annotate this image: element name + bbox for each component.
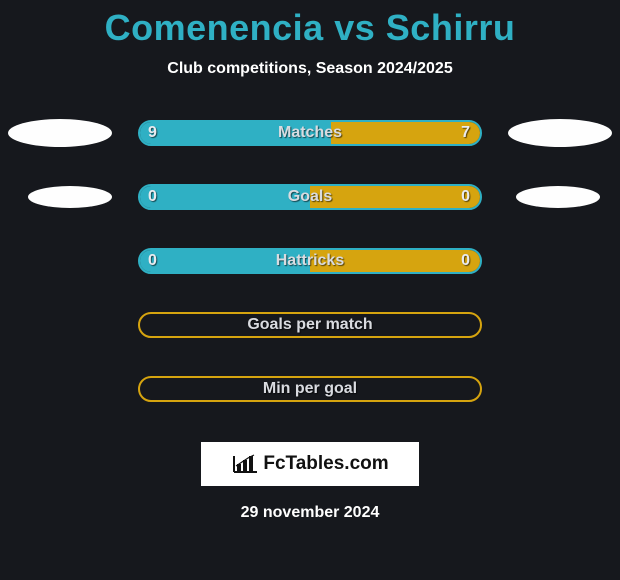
brand-box[interactable]: FcTables.com <box>201 442 419 486</box>
page-root: Comenencia vs Schirru Club competitions,… <box>0 0 620 580</box>
stat-row: Goals00 <box>0 184 620 230</box>
stat-value-left: 0 <box>148 184 157 210</box>
comparison-rows: Matches97Goals00Hattricks00Goals per mat… <box>0 120 620 422</box>
title-vs: vs <box>334 7 375 48</box>
stat-bar <box>138 248 482 274</box>
bar-fill-left <box>140 250 310 272</box>
stat-value-left: 0 <box>148 248 157 274</box>
stat-row: Matches97 <box>0 120 620 166</box>
title-player-left: Comenencia <box>105 7 324 48</box>
player-marker-left <box>28 186 112 208</box>
page-title: Comenencia vs Schirru <box>0 0 620 48</box>
stat-bar <box>138 184 482 210</box>
player-marker-left <box>8 119 112 147</box>
stat-bar <box>138 376 482 402</box>
bar-fill-left <box>140 186 310 208</box>
stat-bar <box>138 120 482 146</box>
bar-fill-right <box>310 186 480 208</box>
bar-fill-right <box>331 122 480 144</box>
player-marker-right <box>508 119 612 147</box>
brand-text: FcTables.com <box>263 453 388 475</box>
bar-fill-left <box>140 122 331 144</box>
stat-row: Goals per match <box>0 312 620 358</box>
stat-row: Hattricks00 <box>0 248 620 294</box>
subtitle: Club competitions, Season 2024/2025 <box>0 60 620 78</box>
player-marker-right <box>516 186 600 208</box>
brand-inner: FcTables.com <box>231 453 388 475</box>
stat-value-right: 0 <box>461 248 470 274</box>
stat-value-right: 7 <box>461 120 470 146</box>
stat-row: Min per goal <box>0 376 620 422</box>
stat-value-right: 0 <box>461 184 470 210</box>
date-line: 29 november 2024 <box>0 504 620 522</box>
bar-fill-right <box>310 250 480 272</box>
stat-value-left: 9 <box>148 120 157 146</box>
brand-chart-icon <box>231 453 259 475</box>
title-player-right: Schirru <box>386 7 516 48</box>
stat-bar <box>138 312 482 338</box>
